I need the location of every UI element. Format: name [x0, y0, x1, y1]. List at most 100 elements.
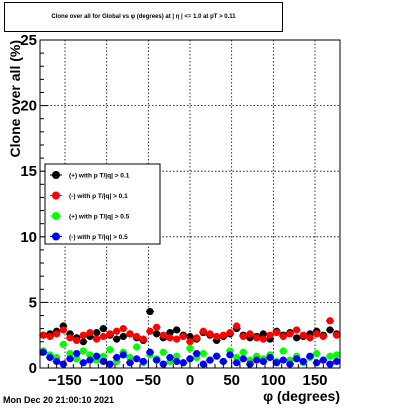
data-point: [253, 356, 261, 364]
data-point: [279, 332, 287, 341]
data-point: [173, 326, 181, 334]
data-point: [79, 347, 87, 355]
data-point: [319, 356, 327, 364]
data-point: [266, 353, 274, 362]
data-point: [219, 331, 227, 339]
x-tick-label: 150: [302, 372, 327, 389]
data-point: [306, 334, 314, 342]
data-point: [173, 357, 181, 366]
data-point: [153, 356, 161, 364]
data-point: [39, 331, 47, 339]
data-point: [286, 330, 294, 338]
data-point: [199, 360, 207, 368]
data-point: [199, 327, 207, 335]
data-point: [139, 335, 147, 343]
chart-title-box: Clone over all for Global vs φ (degrees)…: [4, 2, 283, 32]
data-point: [226, 351, 234, 359]
chart-title: Clone over all for Global vs φ (degrees)…: [51, 14, 236, 20]
data-point: [206, 356, 214, 364]
data-point: [59, 340, 67, 348]
data-point: [253, 334, 261, 342]
data-point: [179, 332, 187, 341]
data-point: [326, 317, 334, 325]
data-point: [166, 353, 174, 362]
data-point: [146, 307, 154, 316]
x-tick-label: −100: [90, 372, 124, 389]
data-point: [279, 347, 287, 355]
data-point: [326, 326, 334, 334]
data-point: [333, 331, 341, 339]
data-point: [299, 331, 307, 339]
data-point: [239, 332, 247, 341]
legend-entry: (+) with p T/|q| > 0.1: [69, 172, 130, 179]
data-point: [153, 330, 161, 338]
data-point: [79, 338, 87, 346]
data-point: [313, 359, 321, 367]
data-point: [173, 335, 181, 343]
legend-entry: (-) with p T/|q| > 0.1: [69, 193, 128, 200]
data-point: [193, 334, 201, 342]
data-point: [119, 351, 127, 359]
data-point: [246, 360, 254, 368]
data-point: [333, 357, 341, 366]
data-point: [326, 360, 334, 368]
x-tick-label: 100: [261, 372, 286, 389]
legend-marker: [52, 171, 60, 179]
data-point: [219, 357, 227, 366]
data-point: [206, 330, 214, 338]
x-tick-label: −150: [48, 372, 82, 389]
data-point: [186, 344, 194, 352]
legend-box: [44, 163, 161, 245]
data-layer: [39, 307, 341, 368]
data-point: [193, 349, 201, 358]
data-point: [133, 355, 141, 363]
data-point: [99, 325, 107, 333]
data-point: [333, 351, 341, 359]
data-point: [113, 327, 121, 335]
data-point: [279, 356, 287, 364]
data-point: [46, 353, 54, 362]
legend: (+) with p T/|q| > 0.1 (-) with p T/|q| >…: [44, 163, 161, 245]
y-tick-label: 25: [20, 32, 37, 49]
legend-marker: [52, 212, 60, 220]
y-tick-label: 5: [29, 294, 37, 311]
data-point: [113, 335, 121, 343]
data-point: [186, 355, 194, 363]
data-point: [126, 330, 134, 338]
data-point: [66, 334, 74, 342]
data-point: [86, 328, 94, 337]
data-point: [86, 351, 94, 359]
data-point: [226, 328, 234, 337]
data-point: [39, 348, 47, 356]
data-point: [113, 353, 121, 362]
y-axis-title: Clone over all (%): [7, 40, 23, 157]
data-point: [233, 353, 241, 362]
x-tick-label: −50: [136, 372, 161, 389]
data-point: [159, 331, 167, 339]
data-point: [199, 349, 207, 358]
data-point: [119, 325, 127, 333]
x-axis-title: φ (degrees): [263, 388, 340, 404]
data-point: [319, 332, 327, 341]
data-point: [273, 359, 281, 367]
data-point: [66, 349, 74, 358]
data-point: [246, 330, 254, 338]
data-point: [93, 335, 101, 343]
data-point: [166, 328, 174, 337]
y-tick-label: 0: [29, 360, 37, 377]
data-point: [66, 355, 74, 363]
data-point: [299, 357, 307, 366]
data-point: [233, 322, 241, 330]
data-point: [126, 353, 134, 362]
data-point: [239, 355, 247, 363]
data-point: [213, 352, 221, 360]
legend-marker: [52, 232, 60, 241]
data-point: [133, 332, 141, 341]
data-point: [106, 346, 114, 354]
x-tick-label: 50: [223, 372, 240, 389]
label-layer: −150 −100 −50 0 50 100 150 0 5 10 15 20 25 φ (degrees…: [7, 32, 340, 404]
legend-marker: [52, 191, 60, 200]
tick-layer: [39, 39, 341, 369]
data-point: [159, 348, 167, 356]
